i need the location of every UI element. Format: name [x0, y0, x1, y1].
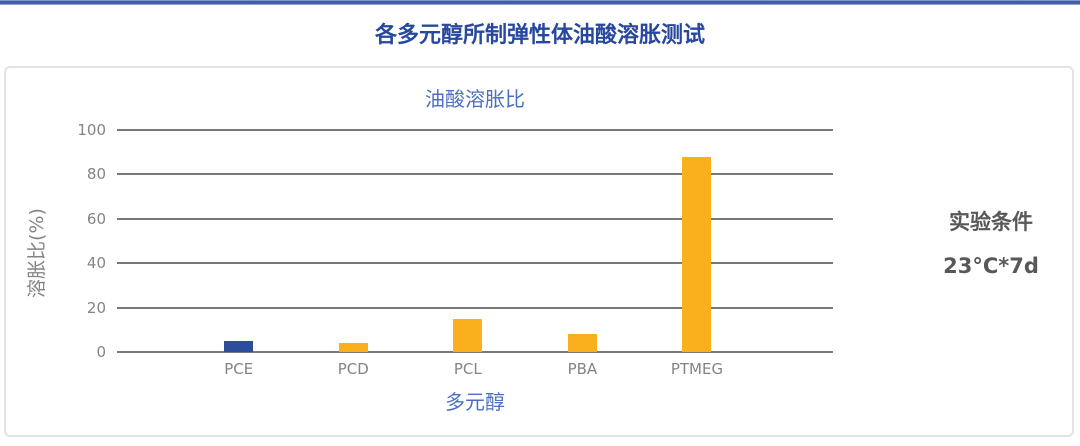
experiment-conditions: 实验条件 23°C*7d: [896, 206, 1080, 296]
y-tick-label: 20: [86, 298, 106, 317]
x-axis-tick-labels: PCE PCD PCL PBA PTMEG: [117, 360, 833, 380]
x-tick-label: PBA: [567, 360, 598, 378]
chart-card: 油酸溶胀比 溶胀比(%) 0 20 40 60 80 100 PCE PCD PCL PBA PT…: [4, 66, 1074, 437]
x-tick-label: PCD: [337, 360, 369, 378]
page-title: 各多元醇所制弹性体油酸溶胀测试: [374, 23, 705, 48]
x-tick-label: PTMEG: [670, 360, 724, 378]
gridline: [117, 306, 833, 309]
gridline: [117, 262, 833, 265]
bar-pba: [567, 334, 597, 352]
x-tick-label: PCL: [453, 360, 482, 378]
chart-title: 油酸溶胀比: [425, 87, 525, 111]
bar-ptmeg: [682, 156, 712, 352]
conditions-value: 23°C*7d: [943, 254, 1039, 278]
bar-pcl: [453, 318, 483, 352]
y-tick-label: 40: [86, 254, 106, 273]
gridline: [117, 173, 833, 176]
x-axis-title: 多元醇: [445, 390, 505, 414]
plot-area: [117, 129, 833, 353]
y-tick-label: 80: [86, 165, 106, 184]
bar-pcd: [338, 343, 368, 352]
gridline: [117, 129, 833, 131]
conditions-heading: 实验条件: [949, 210, 1033, 234]
bar-pce: [224, 340, 254, 352]
x-tick-label: PCE: [224, 360, 254, 378]
gridline: [117, 351, 833, 353]
top-accent-line: [0, 0, 1080, 5]
y-tick-label: 100: [77, 121, 106, 139]
y-axis-tick-labels: 0 20 40 60 80 100: [44, 121, 106, 361]
gridline: [117, 217, 833, 220]
y-tick-label: 60: [86, 209, 106, 228]
y-tick-label: 0: [96, 343, 106, 361]
